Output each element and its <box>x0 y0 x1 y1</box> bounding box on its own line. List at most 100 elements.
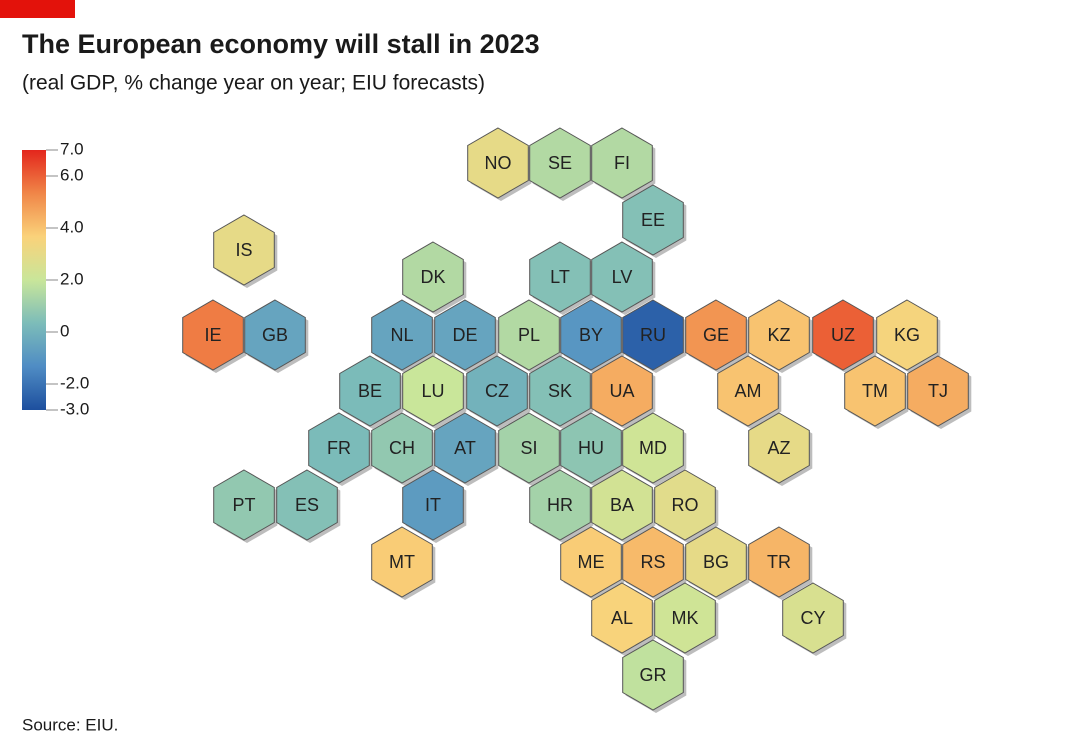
tick-label: -3.0 <box>60 399 89 418</box>
colorbar <box>22 150 46 410</box>
hex-label: ME <box>578 552 605 572</box>
hex <box>622 639 684 711</box>
hex <box>371 412 433 484</box>
hex <box>498 412 560 484</box>
hex-label: IT <box>425 495 441 515</box>
hex-label: BE <box>358 381 382 401</box>
hex <box>591 127 653 199</box>
hex-label: TJ <box>928 381 948 401</box>
hex <box>654 469 716 541</box>
hex-label: GB <box>262 325 288 345</box>
hex-label: BG <box>703 552 729 572</box>
hex-label: LT <box>550 267 570 287</box>
hex <box>591 241 653 313</box>
hex-label: MK <box>672 608 699 628</box>
hex-label: IS <box>235 240 252 260</box>
hex-label: CY <box>800 608 825 628</box>
hex <box>907 355 969 427</box>
brand-tag <box>0 0 75 18</box>
hex <box>308 412 370 484</box>
hex-label: UA <box>609 381 634 401</box>
hex-label: BY <box>579 325 603 345</box>
hex <box>748 299 810 371</box>
hex <box>182 299 244 371</box>
hex-label: KG <box>894 325 920 345</box>
hex <box>560 412 622 484</box>
hex-label: RU <box>640 325 666 345</box>
hex <box>591 582 653 654</box>
hex <box>876 299 938 371</box>
hex-label: NL <box>390 325 413 345</box>
hex-label: NO <box>485 153 512 173</box>
hex <box>402 469 464 541</box>
hex <box>622 184 684 256</box>
hex-label: AT <box>454 438 476 458</box>
hex-label: GE <box>703 325 729 345</box>
hex <box>782 582 844 654</box>
chart-title: The European economy will stall in 2023 <box>22 29 540 59</box>
hex <box>812 299 874 371</box>
hex-label: DK <box>420 267 445 287</box>
hex <box>560 526 622 598</box>
hex-label: CZ <box>485 381 509 401</box>
hex-label: PT <box>232 495 255 515</box>
hex <box>844 355 906 427</box>
hex <box>529 469 591 541</box>
hex-label: TR <box>767 552 791 572</box>
hex-label: AL <box>611 608 633 628</box>
chart-subtitle: (real GDP, % change year on year; EIU fo… <box>22 72 485 95</box>
hex-label: CH <box>389 438 415 458</box>
hex-label: LV <box>612 267 633 287</box>
hex <box>685 299 747 371</box>
hex <box>529 355 591 427</box>
hex <box>434 412 496 484</box>
hex <box>402 355 464 427</box>
hex <box>467 127 529 199</box>
hex <box>748 412 810 484</box>
tick-label: -2.0 <box>60 373 89 392</box>
hex-label: RO <box>672 495 699 515</box>
hex-label: RS <box>640 552 665 572</box>
hex <box>591 355 653 427</box>
hex <box>213 469 275 541</box>
hex-label: MD <box>639 438 667 458</box>
hex <box>560 299 622 371</box>
hex <box>498 299 560 371</box>
hex <box>402 241 464 313</box>
hex-label: SI <box>520 438 537 458</box>
hex-label: LU <box>421 381 444 401</box>
hex-label: HR <box>547 495 573 515</box>
hex-label: KZ <box>767 325 790 345</box>
hex <box>213 214 275 286</box>
hex-label: IE <box>204 325 221 345</box>
hex-label: DE <box>452 325 477 345</box>
hex-label: FR <box>327 438 351 458</box>
hex-label: TM <box>862 381 888 401</box>
source: Source: EIU. <box>22 715 118 734</box>
tick-label: 2.0 <box>60 269 84 288</box>
hex <box>654 582 716 654</box>
hex <box>622 526 684 598</box>
hex <box>717 355 779 427</box>
tick-label: 0 <box>60 321 69 340</box>
hex <box>591 469 653 541</box>
hex <box>276 469 338 541</box>
hex <box>529 127 591 199</box>
tick-label: 6.0 <box>60 165 84 184</box>
hex <box>339 355 401 427</box>
hex-label: ES <box>295 495 319 515</box>
hex <box>371 526 433 598</box>
hex <box>371 299 433 371</box>
hex <box>622 299 684 371</box>
hex-label: BA <box>610 495 634 515</box>
hex-label: GR <box>640 665 667 685</box>
hex-label: HU <box>578 438 604 458</box>
hex-label: UZ <box>831 325 855 345</box>
tick-label: 4.0 <box>60 217 84 236</box>
hex <box>748 526 810 598</box>
hex-label: AZ <box>767 438 790 458</box>
hex <box>466 355 528 427</box>
hex <box>434 299 496 371</box>
hex-label: SE <box>548 153 572 173</box>
